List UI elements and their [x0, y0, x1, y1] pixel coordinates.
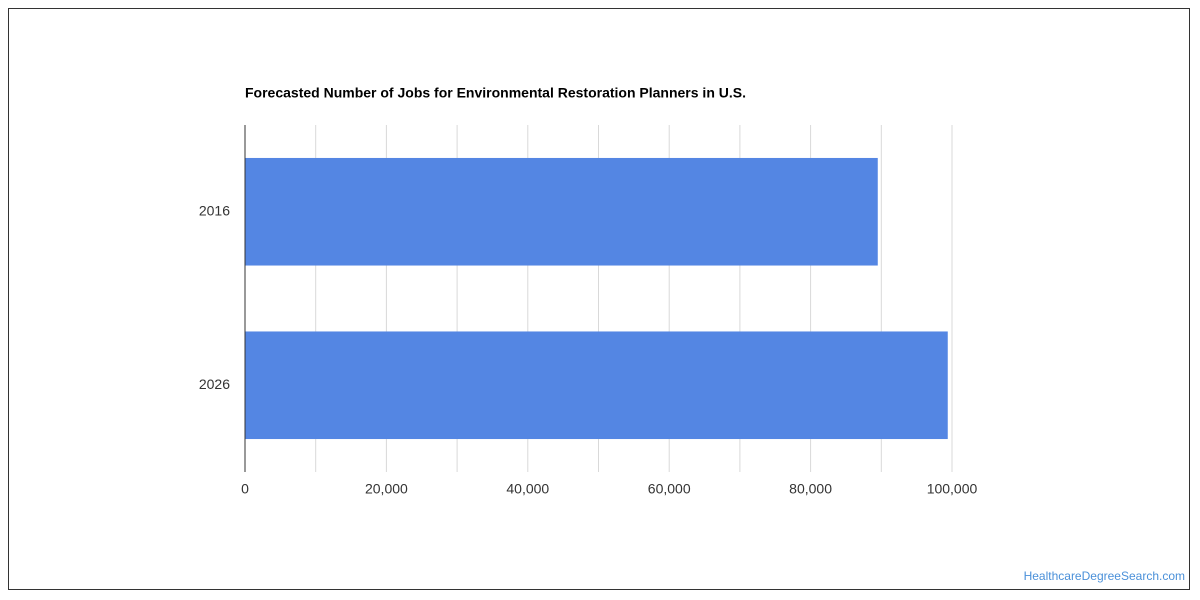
x-tick-label: 40,000	[506, 481, 549, 497]
bar	[245, 157, 878, 266]
bar	[245, 331, 948, 440]
y-tick-label: 2026	[199, 376, 230, 392]
x-tick-label: 80,000	[789, 481, 832, 497]
x-tick-label: 20,000	[365, 481, 408, 497]
y-tick-label: 2016	[199, 202, 230, 218]
x-tick-label: 100,000	[927, 481, 978, 497]
chart-title: Forecasted Number of Jobs for Environmen…	[245, 85, 746, 101]
watermark: HealthcareDegreeSearch.com	[1024, 569, 1185, 583]
x-tick-label: 0	[241, 481, 249, 497]
x-tick-label: 60,000	[648, 481, 691, 497]
